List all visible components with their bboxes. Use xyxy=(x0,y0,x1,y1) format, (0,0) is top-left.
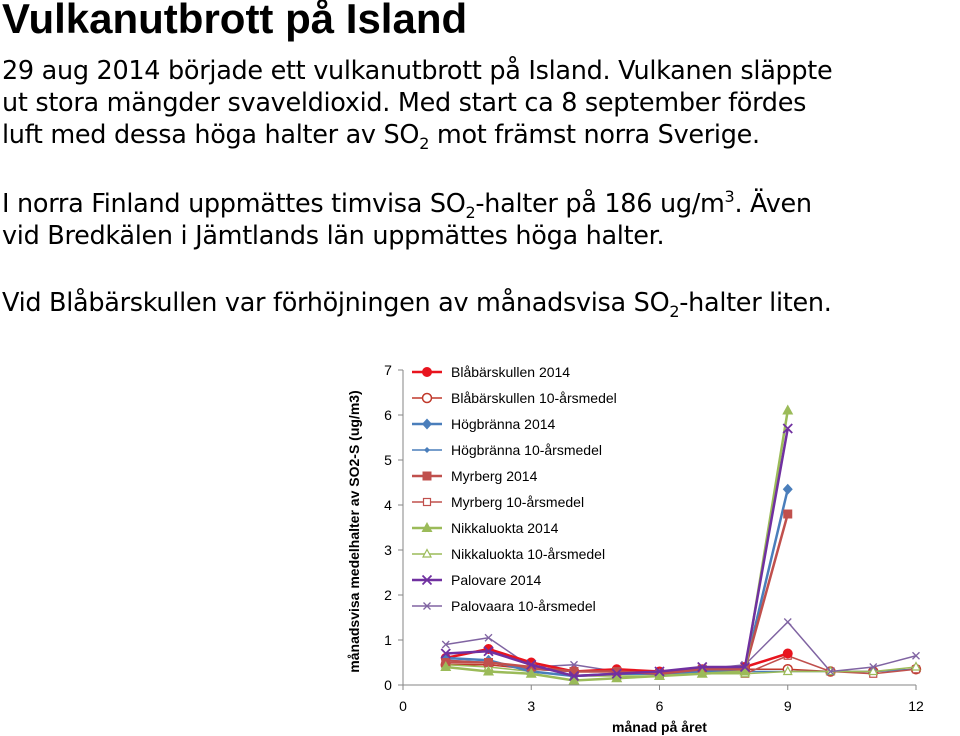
legend-swatch-marker xyxy=(422,367,432,377)
data-point xyxy=(526,659,537,670)
legend-label: Myrberg 10-årsmedel xyxy=(451,494,584,510)
data-point xyxy=(440,661,452,671)
legend-swatch-marker xyxy=(422,418,432,430)
data-point xyxy=(783,618,792,626)
finland-line-1-text-c: . Även xyxy=(734,189,812,219)
data-point xyxy=(526,662,536,672)
intro-line-3: luft med dessa höga halter av SO2 mot fr… xyxy=(2,119,832,153)
legend-swatch-marker xyxy=(421,522,433,532)
legend-label: Blåbärskullen 10-årsmedel xyxy=(451,390,617,406)
series-line xyxy=(445,621,917,673)
data-point xyxy=(654,670,665,680)
legend-label: Palovare 2014 xyxy=(451,572,542,588)
legend-label: Palovaara 10-årsmedel xyxy=(451,598,596,614)
y-tick-label: 7 xyxy=(384,362,392,378)
data-point xyxy=(441,640,450,649)
data-point xyxy=(912,651,920,660)
x-tick-label: 3 xyxy=(527,698,535,714)
finland-line-1-text-b: -halter på 186 ug/m xyxy=(475,189,725,219)
legend-label: Blåbärskullen 2014 xyxy=(451,364,570,380)
intro-paragraph: 29 aug 2014 började ett vulkanutbrott på… xyxy=(2,55,833,153)
blabarskullen-paragraph: Vid Blåbärskullen var förhöjningen av må… xyxy=(2,287,832,321)
y-tick-label: 6 xyxy=(384,407,392,423)
x-tick-label: 12 xyxy=(908,698,924,714)
data-point xyxy=(525,667,537,678)
so2-subscript: 2 xyxy=(669,302,680,321)
legend-swatch-marker xyxy=(422,548,432,558)
data-point xyxy=(440,648,451,659)
data-point xyxy=(568,674,580,685)
data-point xyxy=(782,483,793,495)
data-point xyxy=(869,663,878,671)
finland-line-2: vid Bredkälen i Jämtlands län uppmättes … xyxy=(2,221,665,251)
legend-swatch-marker xyxy=(421,574,433,586)
data-point xyxy=(569,667,579,676)
finland-line-1-text-a: I norra Finland uppmättes timvisa SO xyxy=(2,189,466,219)
x-tick-label: 6 xyxy=(656,698,664,714)
y-tick-label: 3 xyxy=(384,542,392,558)
legend-label: Högbränna 10-årsmedel xyxy=(451,442,602,458)
intro-line-2: ut stora mängder svaveldioxid. Med start… xyxy=(2,88,807,118)
data-point xyxy=(611,672,623,683)
page-title: Vulkanutbrott på Island xyxy=(2,0,468,42)
finland-line-1: I norra Finland uppmättes timvisa SO2-ha… xyxy=(2,187,812,222)
y-tick-label: 2 xyxy=(384,587,392,603)
so2-subscript: 2 xyxy=(465,203,476,222)
data-point xyxy=(568,670,580,682)
data-point xyxy=(483,665,494,676)
legend-swatch-marker xyxy=(422,471,432,481)
legend-swatch-marker xyxy=(421,392,433,404)
data-point xyxy=(739,661,751,673)
blabarskullen-line-1-text-b: -halter liten. xyxy=(679,288,832,318)
data-point xyxy=(739,665,751,676)
series-line xyxy=(445,513,789,675)
y-tick-label: 4 xyxy=(384,497,392,513)
data-point xyxy=(783,509,793,519)
blabarskullen-line-1: Vid Blåbärskullen var förhöjningen av må… xyxy=(2,287,832,321)
intro-line-3-text-b: mot främst norra Sverige. xyxy=(429,120,760,150)
data-point xyxy=(782,404,794,415)
data-point xyxy=(782,665,793,676)
data-point xyxy=(484,658,493,667)
data-point xyxy=(697,661,708,673)
data-point xyxy=(868,665,879,676)
legend-label: Nikkaluokta 10-årsmedel xyxy=(451,546,605,562)
data-point xyxy=(782,423,793,434)
legend-label: Nikkaluokta 2014 xyxy=(451,520,559,536)
data-point xyxy=(483,646,494,657)
x-tick-label: 0 xyxy=(399,698,407,714)
so2-subscript: 2 xyxy=(419,134,430,153)
intro-line-1: 29 aug 2014 började ett vulkanutbrott på… xyxy=(2,56,833,86)
y-tick-label: 1 xyxy=(384,632,392,648)
finland-paragraph: I norra Finland uppmättes timvisa SO2-ha… xyxy=(2,188,812,252)
data-point xyxy=(611,668,622,679)
intro-line-3-text-a: luft med dessa höga halter av SO xyxy=(2,120,420,150)
data-point xyxy=(782,648,793,659)
data-point xyxy=(911,661,921,671)
data-point xyxy=(826,667,835,676)
legend-label: Myrberg 2014 xyxy=(451,468,538,484)
x-tick-label: 9 xyxy=(784,698,792,714)
x-axis-title: månad på året xyxy=(612,719,707,735)
data-point xyxy=(484,633,493,642)
data-point xyxy=(654,666,665,677)
legend-label: Högbränna 2014 xyxy=(451,416,556,432)
legend-swatch-marker xyxy=(424,447,430,453)
data-point xyxy=(612,667,622,676)
blabarskullen-line-1-text-a: Vid Blåbärskullen var förhöjningen av må… xyxy=(2,288,670,318)
cubic-superscript: 3 xyxy=(724,187,735,206)
y-axis-title: månadsvisa medelhalter av SO2-S (ug/m3) xyxy=(346,390,362,672)
y-tick-label: 5 xyxy=(384,452,392,468)
data-point xyxy=(696,667,708,678)
legend-swatch-marker xyxy=(423,602,431,610)
legend-swatch-marker xyxy=(422,497,432,507)
y-tick-label: 0 xyxy=(384,677,392,693)
